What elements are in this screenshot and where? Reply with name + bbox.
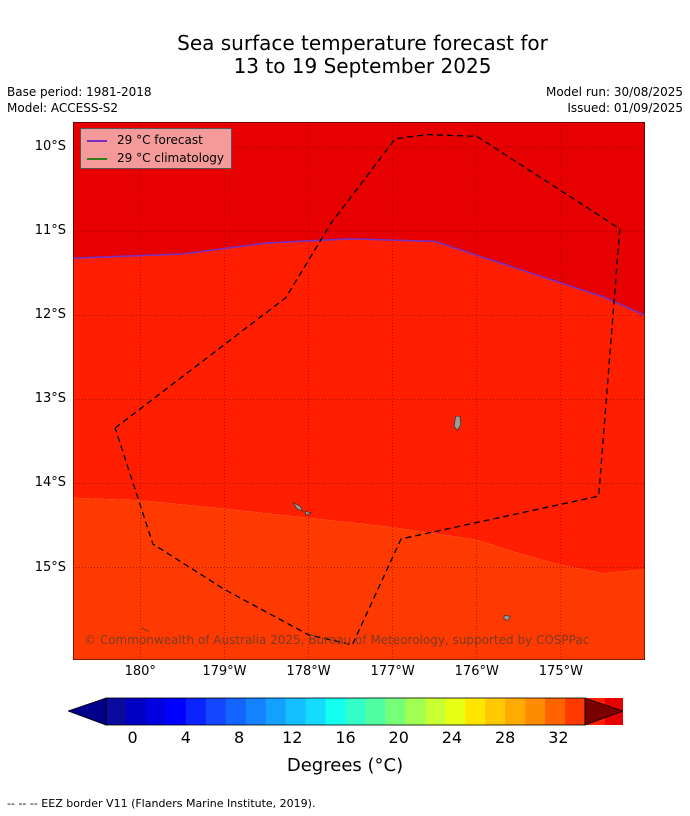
colorbar-frame (105, 697, 586, 726)
base-period-label: Base period: 1981-2018 (7, 85, 152, 99)
colorbar-bin (265, 698, 286, 725)
lat-tick-label: 11°S (34, 223, 66, 239)
sst-zone-29-plus (73, 122, 645, 316)
colorbar-bin (565, 698, 586, 725)
model-run-label: Model run: 30/08/2025 (545, 85, 683, 99)
sst-map[interactable] (73, 122, 645, 660)
legend-forecast-label: 29 °C forecast (117, 133, 203, 147)
colorbar-bin (485, 698, 506, 725)
colorbar-under-arrow (68, 697, 107, 726)
chart-title-line2: 13 to 19 September 2025 (233, 54, 492, 78)
colorbar-bin (525, 698, 546, 725)
copyright-notice: © Commonwealth of Australia 2025, Bureau… (84, 633, 590, 647)
colorbar-tick-label: 24 (441, 728, 463, 747)
colorbar-bin (125, 698, 147, 725)
colorbar-bin (425, 698, 446, 725)
colorbar-tick-label: 4 (180, 728, 191, 747)
lon-tick-label: 177°W (370, 664, 415, 679)
colorbar-bin (405, 698, 426, 725)
legend-forecast-line (87, 139, 107, 142)
colorbar-bin (545, 698, 566, 725)
island (292, 501, 304, 512)
colorbar-bin (505, 698, 526, 725)
lon-tick-label: 180° (124, 664, 156, 679)
sst-zone-28-29 (73, 238, 645, 574)
issued-label: Issued: 01/09/2025 (567, 101, 683, 115)
lat-tick-label: 13°S (34, 391, 66, 407)
colorbar-bin (145, 698, 167, 725)
colorbar-bin (205, 698, 227, 725)
eez-footnote: -- -- -- EEZ border V11 (Flanders Marine… (7, 797, 316, 810)
colorbar-bin (345, 698, 366, 725)
colorbar (68, 697, 623, 726)
colorbar-bin (285, 698, 306, 725)
colorbar-bin (305, 698, 326, 725)
colorbar-tick-label: 8 (233, 728, 245, 747)
colorbar-bin (385, 698, 406, 725)
island (503, 615, 511, 621)
lon-tick-label: 175°W (538, 664, 583, 679)
island (453, 415, 462, 432)
colorbar-bin (365, 698, 386, 725)
island (141, 627, 149, 632)
colorbar-tick-label: 32 (548, 728, 569, 747)
model-label: Model: ACCESS-S2 (7, 101, 119, 115)
legend-climatology-entry: 29 °C climatology (87, 150, 224, 166)
legend-climatology-line (87, 157, 107, 160)
sst-zone-27-28 (73, 497, 645, 660)
colorbar-bin (245, 698, 266, 725)
colorbar-tick-label: 0 (127, 728, 138, 747)
colorbar-bin (106, 698, 127, 725)
lat-tick-label: 10°S (34, 139, 66, 155)
island (304, 510, 313, 516)
lon-tick-label: 179°W (202, 664, 247, 679)
legend-forecast-entry: 29 °C forecast (87, 132, 203, 148)
colorbar-bin (225, 698, 247, 725)
chart-title-line1: Sea surface temperature forecast for (177, 31, 548, 55)
lon-tick-label: 178°W (286, 664, 331, 679)
forecast-29c-contour (73, 237, 645, 317)
colorbar-bin (325, 698, 346, 725)
colorbar-bin (185, 698, 207, 725)
colorbar-tick-label: 16 (335, 728, 356, 747)
colorbar-bin (165, 698, 187, 725)
colorbar-bin (465, 698, 486, 725)
colorbar-tick-label: 20 (388, 728, 409, 747)
legend-climatology-label: 29 °C climatology (117, 151, 225, 165)
lon-tick-label: 176°W (454, 664, 499, 679)
colorbar-tick-label: 28 (494, 728, 516, 747)
eez-border (114, 133, 621, 646)
colorbar-title: Degrees (°C) (286, 755, 404, 776)
colorbar-tick-label: 12 (282, 728, 303, 747)
lat-tick-label: 12°S (34, 307, 66, 323)
lat-tick-label: 15°S (34, 559, 66, 575)
map-legend: 29 °C forecast 29 °C climatology (80, 128, 232, 169)
lat-tick-label: 14°S (34, 475, 66, 491)
colorbar-bin (445, 698, 466, 725)
